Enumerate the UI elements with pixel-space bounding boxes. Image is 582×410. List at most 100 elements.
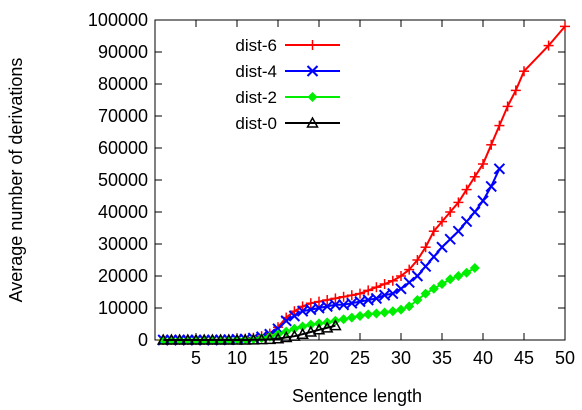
data-point-dist-2 [371,308,382,319]
legend-label-dist-4: dist-4 [235,62,277,81]
data-point-dist-0 [230,333,244,345]
data-point-dist-2 [305,319,316,330]
y-axis-label: Average number of derivations [6,58,26,303]
data-point-dist-6 [560,21,570,32]
series-dist-0 [156,319,342,345]
data-point-dist-4 [428,251,440,263]
data-point-dist-0 [288,329,301,341]
legend: dist-6 dist-4 dist-2 dist-0 [235,36,340,133]
y-tick-label: 50000 [98,170,148,190]
data-point-dist-0 [238,333,252,345]
data-point-dist-6 [338,291,349,302]
data-point-dist-0 [197,333,211,345]
data-point-dist-6 [412,255,423,265]
data-point-dist-2 [346,312,357,323]
series-line-dist-4 [163,168,501,341]
data-point-dist-6 [519,66,529,77]
data-point-dist-4 [288,310,301,322]
data-point-dist-0 [271,332,285,344]
data-point-dist-6 [379,279,390,289]
data-point-dist-4 [395,283,407,295]
data-point-dist-4 [477,195,489,207]
data-point-dist-4 [411,270,424,282]
y-tick-label: 60000 [98,138,148,158]
data-point-dist-2 [412,295,423,305]
data-point-dist-6 [387,275,398,286]
data-point-dist-0 [247,333,260,345]
data-point-dist-0 [189,333,203,345]
x-axis-label: Sentence length [292,386,422,406]
data-point-dist-4 [329,299,342,311]
data-point-dist-4 [485,180,497,193]
y-tick-label: 20000 [98,266,148,286]
data-point-dist-2 [363,309,374,320]
data-point-dist-2 [404,301,415,312]
legend-marker-dist-4 [306,65,319,77]
data-point-dist-6 [486,139,497,150]
data-point-dist-0 [296,327,309,339]
data-point-dist-2 [387,306,398,317]
data-point-dist-2 [355,311,365,321]
x-tick-label: 5 [191,348,201,368]
y-tick-label: 40000 [98,202,148,222]
legend-label-dist-6: dist-6 [235,36,277,55]
x-tick-label: 25 [350,348,370,368]
data-point-dist-2 [469,263,480,273]
data-point-dist-0 [279,330,293,343]
data-point-dist-2 [461,267,472,278]
legend-marker-dist-2 [307,92,318,102]
data-point-dist-2 [428,283,439,294]
data-point-dist-4 [403,276,415,289]
data-point-dist-2 [338,314,349,325]
data-point-dist-0 [156,333,170,345]
legend-marker-dist-6 [307,40,318,50]
series-group [156,21,570,346]
x-tick-label: 40 [473,348,493,368]
data-point-dist-6 [330,293,341,304]
data-point-dist-2 [289,323,300,334]
y-tick-label: 30000 [98,234,148,254]
data-point-dist-2 [396,304,406,315]
x-tick-label: 20 [309,348,329,368]
data-point-dist-4 [469,206,481,218]
x-tick-label: 15 [268,348,288,368]
data-point-dist-0 [181,333,195,345]
data-point-dist-2 [297,321,308,332]
data-point-dist-0 [165,333,178,345]
data-point-dist-0 [255,333,268,345]
data-point-dist-0 [329,319,342,331]
data-point-dist-4 [387,287,399,300]
data-point-dist-4 [452,225,465,237]
data-point-dist-2 [420,288,431,299]
legend-marker-dist-0 [306,116,319,128]
data-point-dist-6 [396,271,406,281]
data-point-dist-6 [363,285,374,296]
data-point-dist-6 [478,159,488,169]
y-tick-label: 80000 [98,74,148,94]
data-point-dist-6 [453,197,464,208]
y-tick-label: 70000 [98,106,148,126]
y-tick-label: 10000 [98,298,148,318]
data-point-dist-0 [263,332,277,345]
data-point-dist-6 [297,301,308,312]
data-point-dist-6 [445,207,456,217]
data-point-dist-2 [379,307,390,318]
data-point-dist-6 [420,242,431,253]
data-point-dist-2 [453,271,464,281]
data-point-dist-0 [222,333,236,345]
legend-label-dist-0: dist-0 [235,114,277,133]
data-point-dist-4 [493,163,506,175]
data-point-dist-6 [289,306,300,317]
x-tick-label: 50 [555,348,575,368]
x-tick-label: 45 [514,348,534,368]
data-point-dist-6 [437,216,447,227]
data-point-dist-6 [346,290,357,301]
ticks: 5 10 15 20 25 30 35 40 45 50 0 10000 20000 30000 40000… [88,10,575,368]
data-point-dist-6 [469,171,480,182]
data-point-dist-4 [419,260,432,273]
data-point-dist-4 [370,292,383,305]
data-point-dist-2 [445,274,456,285]
data-point-dist-0 [304,325,318,337]
data-point-dist-0 [173,333,186,345]
